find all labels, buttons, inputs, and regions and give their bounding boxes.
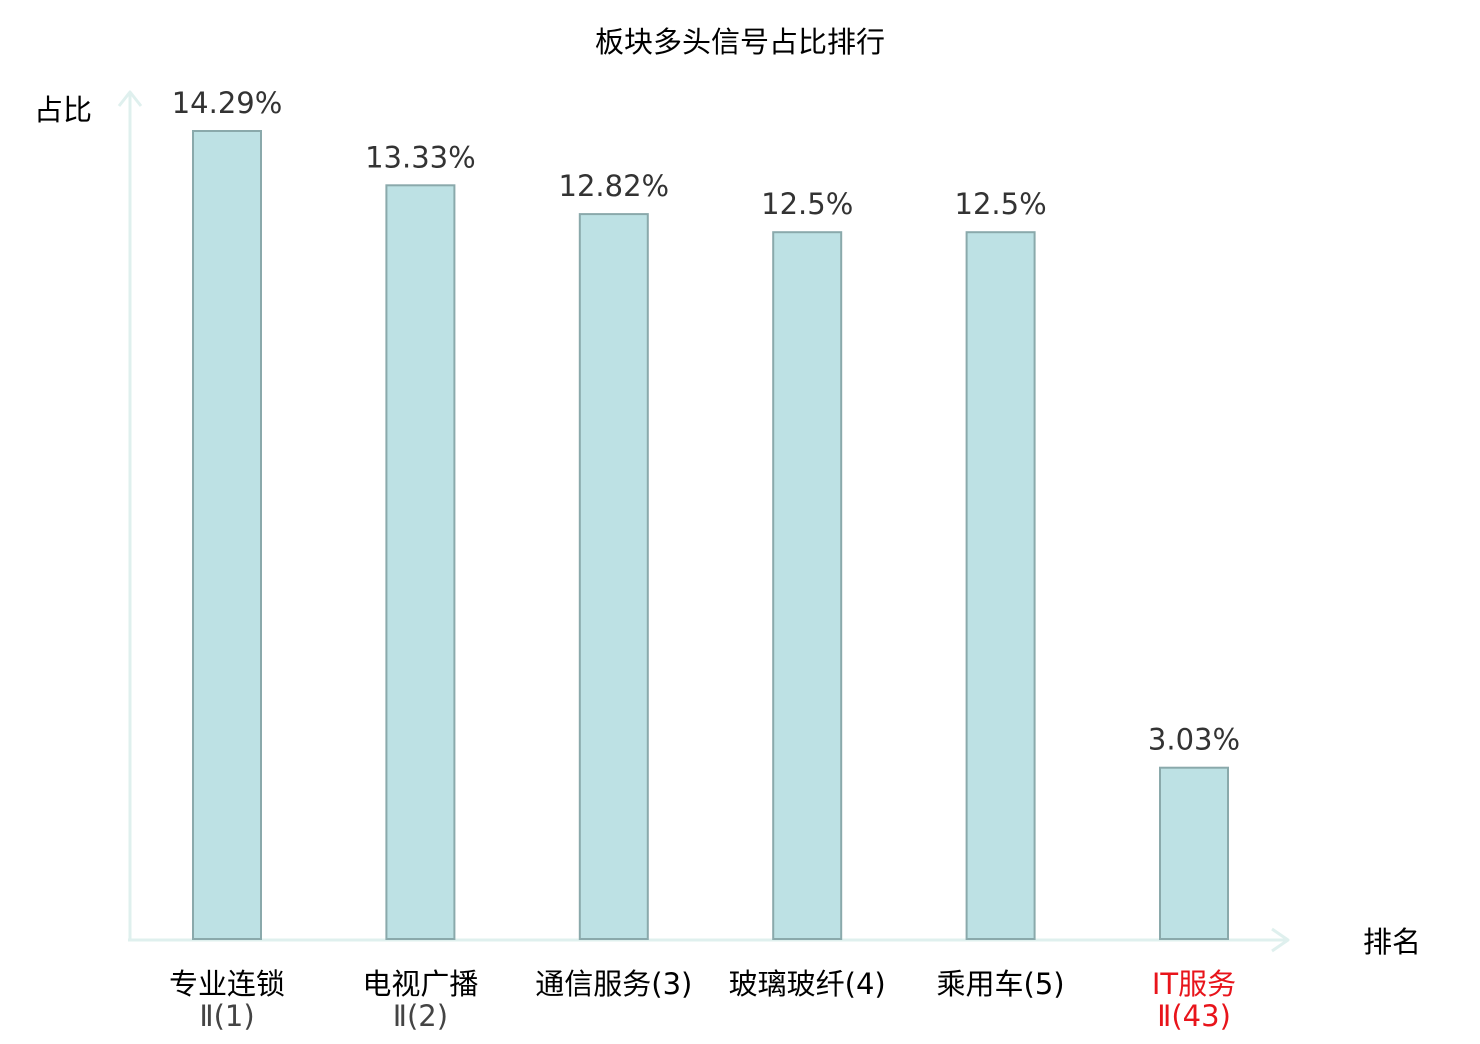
- bars: [192, 130, 1229, 941]
- category-label-5: 乘用车(5): [937, 967, 1065, 1001]
- category-label-2-line-2: Ⅱ(2): [393, 999, 448, 1033]
- value-labels: 14.29% 13.33% 12.82% 12.5% 12.5% 3.03%: [172, 86, 1240, 757]
- y-axis-arrow: [117, 90, 143, 107]
- bar-2: [385, 184, 456, 941]
- bar-value-label-3: 12.82%: [559, 169, 670, 203]
- bar-6: [1159, 766, 1229, 941]
- category-label-6-line-1: IT服务: [1152, 967, 1236, 1001]
- bar-5: [965, 231, 1036, 940]
- bar-1: [192, 130, 262, 940]
- bar-value-label-6: 3.03%: [1148, 723, 1240, 757]
- category-label-2-line-1: 电视广播: [362, 967, 478, 1001]
- chart-title: 板块多头信号占比排行: [595, 25, 885, 59]
- bar-value-label-5: 12.5%: [955, 187, 1047, 221]
- bar-3: [578, 213, 649, 941]
- x-axis-arrow: [1271, 927, 1290, 953]
- y-axis-label: 占比: [34, 93, 92, 127]
- bar-value-label-4: 12.5%: [761, 187, 853, 221]
- axes: [117, 90, 1290, 953]
- category-label-4: 玻璃玻纤(4): [729, 967, 886, 1001]
- bar-4: [772, 231, 843, 940]
- category-label-3: 通信服务(3): [535, 967, 692, 1001]
- category-label-6-line-2: Ⅱ(43): [1157, 999, 1231, 1033]
- category-label-1-line-1: 专业连锁: [169, 967, 285, 1001]
- bar-value-label-2: 13.33%: [365, 140, 476, 174]
- bar-value-label-1: 14.29%: [172, 86, 283, 120]
- category-label-1-line-2: Ⅱ(1): [199, 999, 254, 1033]
- x-axis-label: 排名: [1363, 925, 1421, 959]
